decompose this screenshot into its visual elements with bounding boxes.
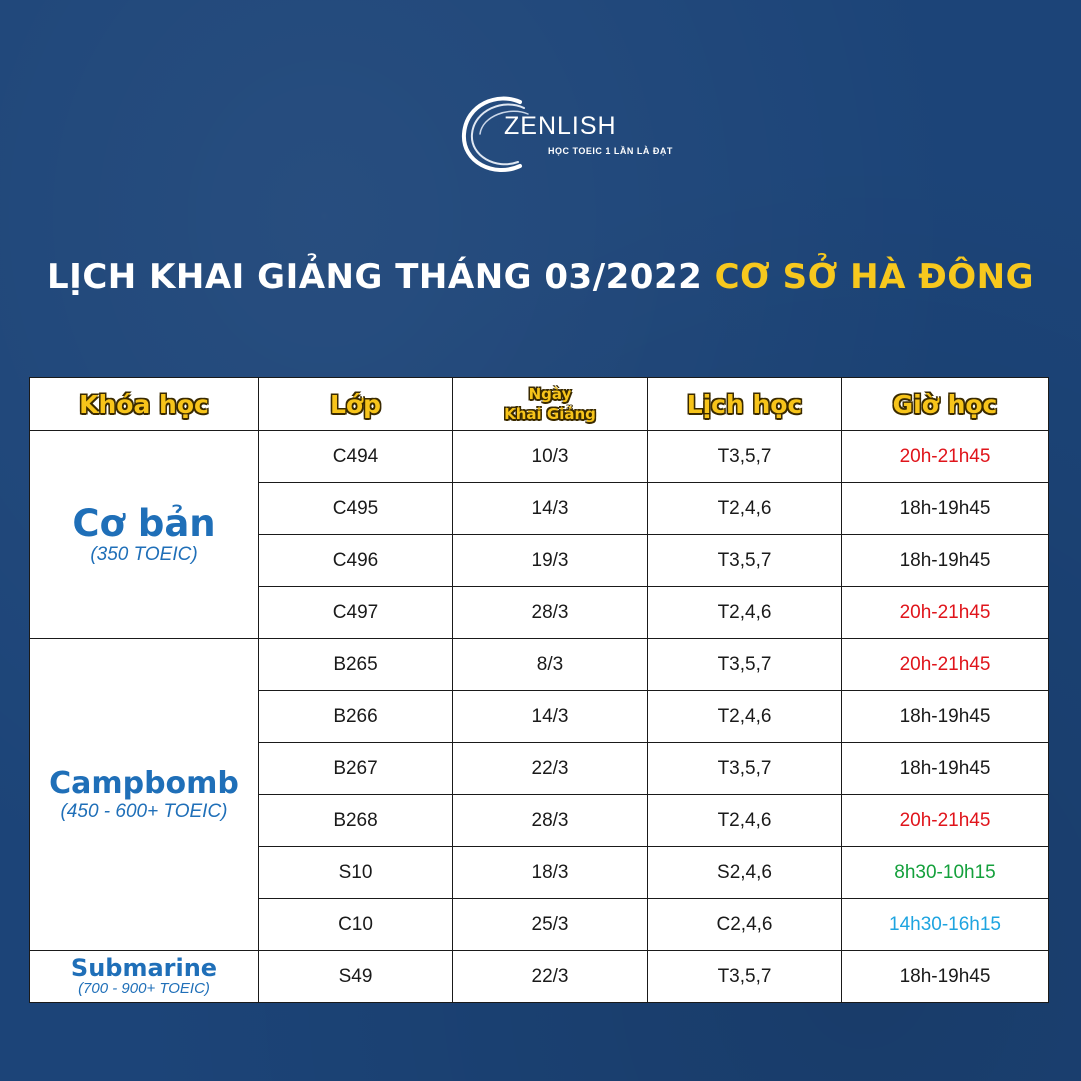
table-row: B268 28/3 T2,4,6 20h-21h45 xyxy=(30,794,1049,847)
time-cell: 20h-21h45 xyxy=(841,586,1049,639)
table-row: C497 28/3 T2,4,6 20h-21h45 xyxy=(30,586,1049,639)
course-name: Campbomb xyxy=(49,765,239,801)
table-row: Cơ bản (350 TOEIC) C494 10/3 T3,5,7 20h-… xyxy=(29,430,1049,639)
logo-tagline: HỌC TOEIC 1 LẦN LÀ ĐẠT xyxy=(548,146,673,156)
time-cell: 14h30-16h15 xyxy=(841,898,1049,951)
header-course: Khóa học xyxy=(29,377,259,431)
start-date-cell: 14/3 xyxy=(452,482,648,535)
table-row: Submarine (700 - 900+ TOEIC) S49 22/3 T3… xyxy=(29,950,1049,1003)
time-cell: 8h30-10h15 xyxy=(841,846,1049,899)
course-campbomb: Campbomb (450 - 600+ TOEIC) xyxy=(29,638,259,951)
logo-swirl-icon xyxy=(461,96,529,172)
header-time: Giờ học xyxy=(841,377,1049,431)
schedule-cell: T2,4,6 xyxy=(647,794,842,847)
class-cell: C494 xyxy=(258,430,453,483)
page-title: LỊCH KHAI GIẢNG THÁNG 03/2022 CƠ SỞ HÀ Đ… xyxy=(0,257,1081,297)
schedule-cell: T2,4,6 xyxy=(647,586,842,639)
class-cell: B268 xyxy=(258,794,453,847)
header-start-date-line2: Khai Giảng xyxy=(504,405,596,423)
course-level: (350 TOEIC) xyxy=(90,543,198,565)
schedule-cell: T2,4,6 xyxy=(647,690,842,743)
course-name: Cơ bản xyxy=(72,501,216,545)
header-start-date: Ngày Khai Giảng xyxy=(452,377,648,431)
start-date-cell: 22/3 xyxy=(452,950,648,1003)
course-name: Submarine xyxy=(70,954,218,982)
class-cell: B267 xyxy=(258,742,453,795)
start-date-cell: 18/3 xyxy=(452,846,648,899)
class-cell: S10 xyxy=(258,846,453,899)
time-cell: 20h-21h45 xyxy=(841,794,1049,847)
table-row: C10 25/3 C2,4,6 14h30-16h15 xyxy=(30,898,1049,951)
start-date-cell: 8/3 xyxy=(452,638,648,691)
logo-wordmark: ZENLISH xyxy=(504,112,617,140)
time-cell: 18h-19h45 xyxy=(841,690,1049,743)
table-header-row: Khóa học Lớp Ngày Khai Giảng Lịch học Gi… xyxy=(29,377,1049,431)
start-date-cell: 22/3 xyxy=(452,742,648,795)
schedule-cell: T3,5,7 xyxy=(647,742,842,795)
schedule-cell: T2,4,6 xyxy=(647,482,842,535)
course-submarine: Submarine (700 - 900+ TOEIC) xyxy=(29,950,259,1003)
start-date-cell: 25/3 xyxy=(452,898,648,951)
zenlish-logo: ZENLISH HỌC TOEIC 1 LẦN LÀ ĐẠT xyxy=(458,92,698,178)
table-row: B266 14/3 T2,4,6 18h-19h45 xyxy=(30,690,1049,743)
title-location: CƠ SỞ HÀ ĐÔNG xyxy=(714,257,1034,297)
time-cell: 18h-19h45 xyxy=(841,534,1049,587)
schedule-cell: T3,5,7 xyxy=(647,638,842,691)
time-cell: 20h-21h45 xyxy=(841,430,1049,483)
table-row: C495 14/3 T2,4,6 18h-19h45 xyxy=(30,482,1049,535)
schedule-cell: T3,5,7 xyxy=(647,430,842,483)
table-row: B267 22/3 T3,5,7 18h-19h45 xyxy=(30,742,1049,795)
header-schedule: Lịch học xyxy=(647,377,842,431)
table-row: S10 18/3 S2,4,6 8h30-10h15 xyxy=(30,846,1049,899)
class-cell: C496 xyxy=(258,534,453,587)
schedule-cell: C2,4,6 xyxy=(647,898,842,951)
time-cell: 18h-19h45 xyxy=(841,482,1049,535)
course-level: (450 - 600+ TOEIC) xyxy=(60,800,228,822)
time-cell: 20h-21h45 xyxy=(841,638,1049,691)
start-date-cell: 28/3 xyxy=(452,794,648,847)
course-co-ban: Cơ bản (350 TOEIC) xyxy=(29,430,259,639)
header-class: Lớp xyxy=(258,377,453,431)
table-row: C496 19/3 T3,5,7 18h-19h45 xyxy=(30,534,1049,587)
title-main: LỊCH KHAI GIẢNG THÁNG 03/2022 xyxy=(47,257,703,297)
class-cell: C10 xyxy=(258,898,453,951)
time-cell: 18h-19h45 xyxy=(841,950,1049,1003)
class-cell: C495 xyxy=(258,482,453,535)
time-cell: 18h-19h45 xyxy=(841,742,1049,795)
start-date-cell: 19/3 xyxy=(452,534,648,587)
start-date-cell: 28/3 xyxy=(452,586,648,639)
class-cell: B266 xyxy=(258,690,453,743)
class-cell: S49 xyxy=(258,950,453,1003)
schedule-table: Khóa học Lớp Ngày Khai Giảng Lịch học Gi… xyxy=(29,377,1049,1003)
schedule-cell: T3,5,7 xyxy=(647,534,842,587)
start-date-cell: 14/3 xyxy=(452,690,648,743)
class-cell: B265 xyxy=(258,638,453,691)
course-level: (700 - 900+ TOEIC) xyxy=(78,980,210,997)
table-row: Campbomb (450 - 600+ TOEIC) B265 8/3 T3,… xyxy=(29,638,1049,951)
schedule-cell: S2,4,6 xyxy=(647,846,842,899)
class-cell: C497 xyxy=(258,586,453,639)
start-date-cell: 10/3 xyxy=(452,430,648,483)
schedule-cell: T3,5,7 xyxy=(647,950,842,1003)
header-start-date-line1: Ngày xyxy=(528,385,572,403)
